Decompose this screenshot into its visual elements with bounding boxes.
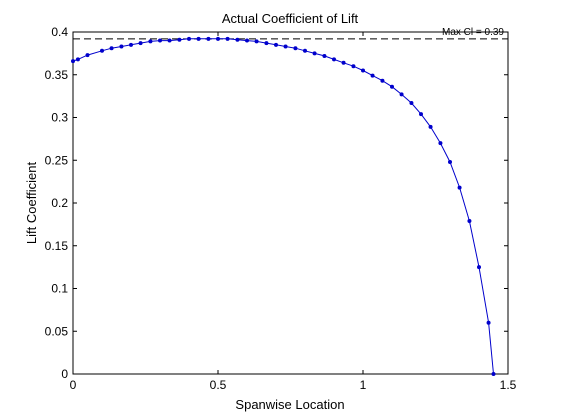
lift-data-point — [85, 53, 90, 58]
lift-data-point — [75, 57, 80, 62]
lift-data-point — [457, 185, 462, 190]
lift-data-point — [438, 141, 443, 146]
y-axis-label: Lift Coefficient — [24, 162, 39, 245]
lift-data-point — [225, 36, 230, 41]
lift-data-point — [303, 48, 307, 53]
lift-data-point — [138, 41, 143, 46]
y-tick-label: 0.1 — [51, 282, 68, 296]
lift-data-point — [390, 84, 394, 89]
y-tick-label: 0 — [61, 367, 68, 381]
lift-data-point — [109, 46, 114, 51]
lift-data-point — [129, 42, 133, 47]
lift-data-point — [419, 112, 423, 117]
lift-data-point — [428, 124, 433, 129]
x-axis-label: Spanwise Location — [235, 397, 344, 412]
x-tick-label: 1.5 — [500, 378, 517, 392]
lift-data-point — [293, 46, 298, 51]
lift-data-point — [187, 36, 191, 41]
chart-title: Actual Coefficient of Lift — [222, 11, 359, 26]
lift-data-point — [312, 51, 317, 56]
lift-data-point — [332, 57, 336, 62]
plot-area — [72, 31, 509, 375]
lift-data-point — [196, 36, 201, 41]
lift-data-point — [486, 320, 491, 325]
lift-data-point — [361, 68, 365, 73]
lift-data-point — [380, 78, 385, 83]
lift-data-point — [283, 44, 288, 49]
lift-data-point — [448, 159, 452, 164]
lift-data-point — [370, 73, 375, 78]
x-tick-label: 0 — [70, 378, 77, 392]
y-tick-label: 0.2 — [51, 196, 68, 210]
series-layer — [71, 36, 496, 376]
lift-data-point — [467, 218, 472, 223]
lift-data-point — [206, 36, 211, 41]
lift-data-point — [477, 265, 481, 270]
lift-data-point — [409, 100, 414, 105]
lift-data-point — [341, 60, 346, 65]
lift-data-point — [100, 48, 104, 53]
lift-data-point — [119, 44, 124, 49]
lift-data-point — [167, 38, 172, 43]
lift-data-point — [351, 64, 356, 69]
max-cl-annotation: Max Cl = 0.39 — [442, 27, 504, 38]
y-tick-label: 0.3 — [51, 111, 68, 125]
y-tick-label: 0.35 — [45, 68, 69, 82]
lift-data-point — [274, 42, 278, 47]
y-tick-label: 0.05 — [45, 324, 69, 338]
lift-data-point — [71, 59, 75, 64]
lift-data-point — [216, 36, 220, 41]
y-tick-label: 0.4 — [51, 25, 68, 39]
lift-data-point — [264, 41, 269, 46]
y-tick-label: 0.25 — [45, 153, 69, 167]
x-tick-label: 1 — [360, 378, 367, 392]
lift-data-point — [235, 37, 240, 42]
lift-data-point — [399, 92, 404, 97]
lift-data-point — [322, 53, 327, 58]
lift-data-point — [491, 372, 496, 376]
lift-data-point — [148, 39, 153, 44]
lift-data-point — [245, 38, 249, 43]
axis-tick-labels: 0 0.5 1 1.5 0 0.05 0.1 0.15 0.2 0.25 0.3 0.35 0.4 — [45, 25, 517, 392]
lift-data-point — [177, 37, 182, 42]
axis-ticks — [72, 31, 509, 375]
x-tick-label: 0.5 — [210, 378, 227, 392]
y-tick-label: 0.15 — [45, 239, 69, 253]
lift-data-point — [254, 39, 259, 44]
lift-data-point — [158, 38, 162, 43]
